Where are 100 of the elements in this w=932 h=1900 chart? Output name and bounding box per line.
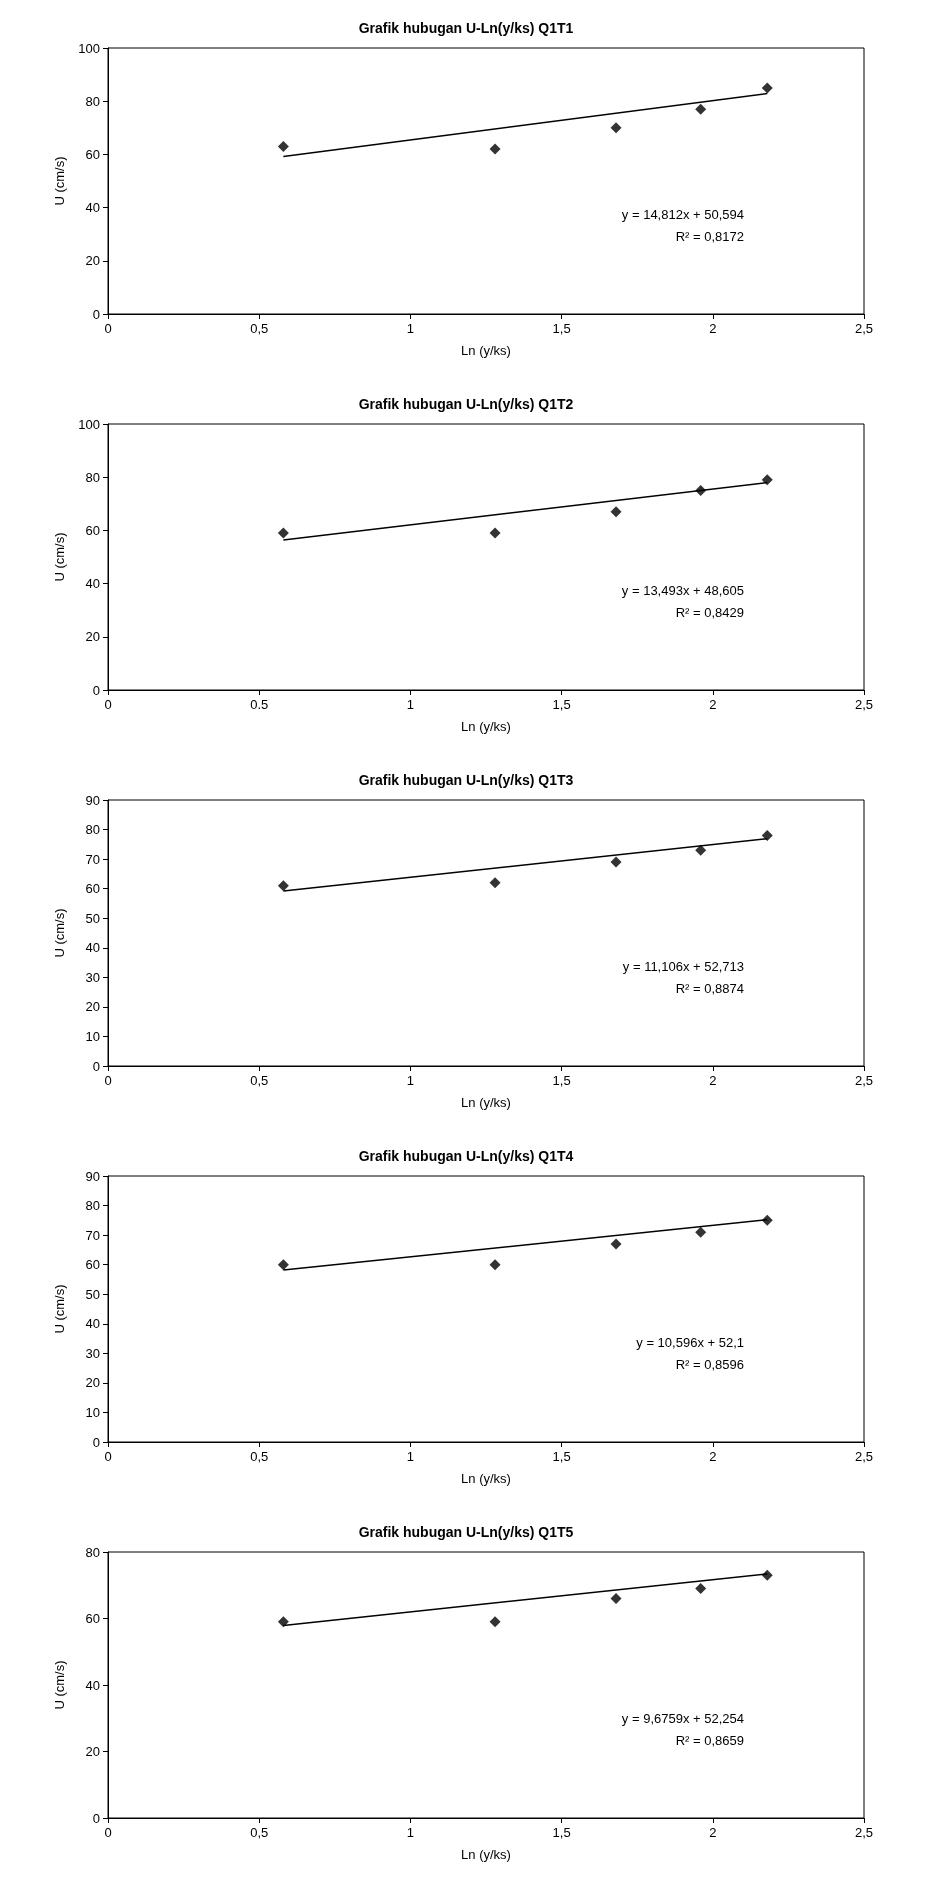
x-tick-label: 0 [104,321,112,336]
y-tick-label: 40 [85,200,100,216]
y-tick-label: 20 [85,1375,100,1391]
y-tick-label: 0 [92,1810,100,1826]
y-axis-title: U (cm/s) [52,908,67,958]
y-tick-label: 20 [85,629,100,645]
y-axis-title: U (cm/s) [52,156,67,206]
x-tick-label: 0 [104,1449,112,1464]
x-tick-label: 0,5 [250,1449,269,1464]
x-tick-label: 1,5 [552,321,571,336]
y-tick-label: 80 [85,93,100,109]
point [489,527,501,539]
y-tick-label: 60 [85,522,100,538]
y-tick-label: 30 [85,969,100,985]
x-tick-label: 1 [406,1825,415,1840]
y-tick-label: 0 [92,1058,100,1074]
point [761,474,773,486]
x-axis-title: Ln (y/ks) [461,1847,511,1862]
x-tick-label: 1,5 [552,1073,571,1088]
y-tick-label: 0 [92,682,100,698]
annotation: y = 10,596x + 52,1 [636,1335,745,1350]
x-axis-title: Ln (y/ks) [461,1095,511,1110]
point [610,506,622,518]
annotation: y = 14,812x + 50,594 [621,207,744,222]
annotation: R² = 0,8596 [675,1357,744,1372]
y-tick-label: 60 [85,146,100,162]
y-tick-label: 80 [85,469,100,485]
y-tick-label: 100 [78,416,100,432]
y-tick-label: 70 [85,1227,100,1243]
y-tick-label: 60 [85,881,100,897]
y-axis-title: U (cm/s) [52,1284,67,1334]
point [277,880,289,892]
chart-title: Grafik hubugan U-Ln(y/ks) Q1T2 [358,396,574,412]
y-tick-label: 20 [85,253,100,269]
y-axis-title: U (cm/s) [52,1660,67,1710]
point [761,1569,773,1581]
point [277,1616,289,1628]
y-tick-label: 50 [85,910,100,926]
chart-title: Grafik hubugan U-Ln(y/ks) Q1T4 [358,1148,574,1164]
y-tick-label: 0 [92,1434,100,1450]
point [761,829,773,841]
point [695,844,707,856]
x-tick-label: 2 [709,1825,717,1840]
chart-title: Grafik hubugan U-Ln(y/ks) Q1T3 [358,772,574,788]
y-tick-label: 80 [85,1544,100,1560]
point [610,122,622,134]
annotation: y = 11,106x + 52,713 [622,959,745,974]
x-tick-label: 0 [104,1825,112,1840]
point [695,1583,707,1595]
y-tick-label: 0 [92,306,100,322]
annotation: y = 9,6759x + 52,254 [621,1711,744,1726]
point [277,527,289,539]
x-axis-title: Ln (y/ks) [461,343,511,358]
x-tick-label: 0,5 [250,1073,269,1088]
x-tick-label: 1 [406,697,415,712]
x-tick-label: 0 [104,697,112,712]
point [489,877,501,889]
x-tick-label: 1,5 [552,1449,571,1464]
point [695,103,707,115]
annotation: R² = 0,8659 [675,1733,744,1748]
x-axis-title: Ln (y/ks) [461,719,511,734]
y-tick-label: 50 [85,1286,100,1302]
y-tick-label: 20 [85,1744,100,1759]
x-tick-label: 2,5 [854,1449,874,1464]
annotation: R² = 0,8429 [675,605,744,620]
y-tick-label: 40 [85,1677,100,1693]
x-tick-label: 1,5 [552,697,571,712]
annotation: R² = 0,8874 [675,981,744,996]
y-tick-label: 10 [85,1404,100,1420]
y-tick-label: 40 [85,940,100,956]
x-tick-label: 1,5 [552,1825,571,1840]
x-tick-label: 2,5 [854,1073,874,1088]
point [761,1214,773,1226]
y-tick-label: 10 [85,1028,100,1044]
y-tick-label: 100 [78,40,100,56]
x-axis-title: Ln (y/ks) [461,1471,511,1486]
x-tick-label: 2,5 [854,697,874,712]
y-tick-label: 60 [85,1257,100,1273]
chart-title: Grafik hubugan U-Ln(y/ks) Q1T5 [358,1524,574,1540]
x-tick-label: 0 [104,1073,112,1088]
x-tick-label: 2,5 [854,1825,874,1840]
x-tick-label: 2 [709,1449,717,1464]
point [761,82,773,94]
y-tick-label: 90 [85,1168,100,1184]
y-tick-label: 20 [85,999,100,1015]
x-tick-label: 0,5 [250,321,269,336]
y-tick-label: 30 [85,1345,100,1361]
x-tick-label: 0.5 [250,697,269,712]
point [695,485,707,496]
x-tick-label: 2 [709,321,717,336]
x-tick-label: 2 [709,1073,717,1088]
point [277,140,289,152]
y-tick-label: 80 [85,822,100,838]
x-tick-label: 1 [406,1449,415,1464]
x-tick-label: 2 [709,697,717,712]
y-tick-label: 40 [85,1316,100,1332]
y-tick-label: 80 [85,1198,100,1214]
y-tick-label: 60 [85,1611,100,1626]
point [610,856,622,868]
x-tick-label: 1 [406,321,415,336]
